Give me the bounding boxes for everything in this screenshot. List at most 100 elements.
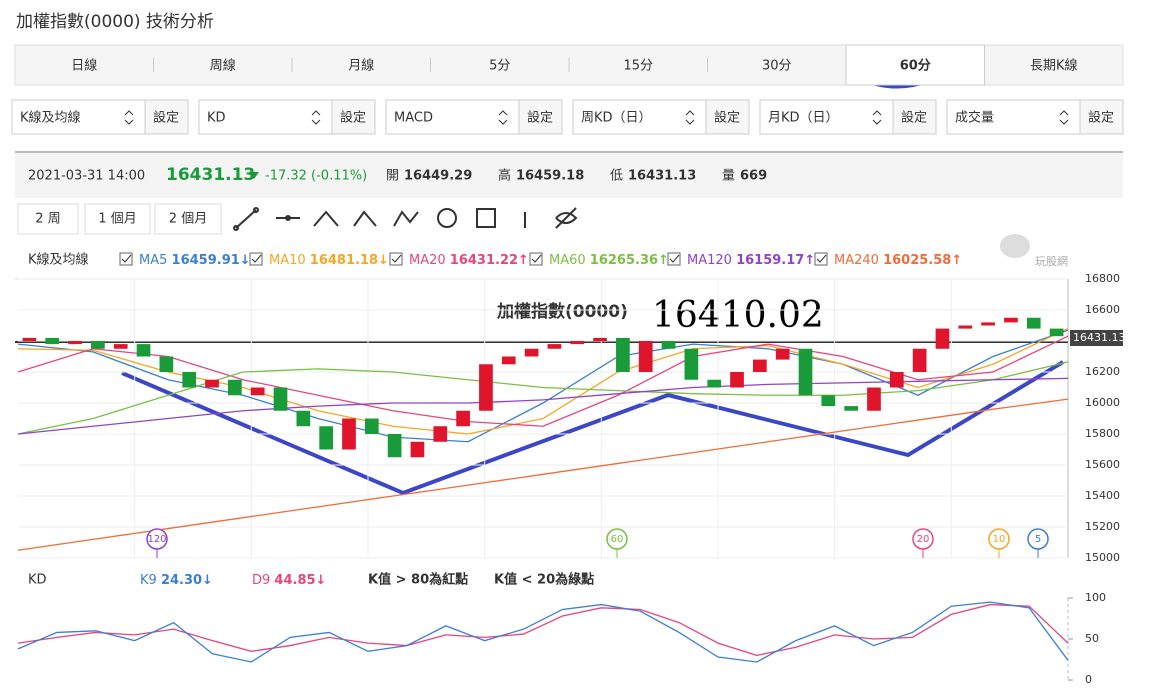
legend-item: MA240 16025.58↑ [834,253,962,268]
candle [1026,317,1041,329]
select-arrow [872,110,882,125]
marker [912,528,934,550]
candle [205,379,219,388]
select[interactable] [759,99,894,135]
button-label: 設定 [153,110,179,126]
tab[interactable]: 長期K線 [1030,58,1078,74]
check [816,254,827,263]
kd-rule: K值 > 80為紅點 [368,572,468,588]
check [391,254,402,263]
legend-name: MA60 [549,253,586,268]
checkbox[interactable] [529,252,543,266]
kd-rule: K值 < 20為綠點 [494,572,594,588]
candle [958,325,973,329]
candle [273,387,288,411]
tab[interactable]: 日線 [71,58,97,74]
annotation-name: 加權指數(0000) [496,301,628,322]
candle [684,348,699,380]
y-tick-label: 15600 [1085,458,1120,471]
select[interactable] [11,99,146,135]
candle [798,348,813,396]
tab[interactable]: 30分 [762,59,792,74]
legend-value: 16025.58↑ [883,253,962,268]
hand-drawn-line [121,360,1065,496]
info-value: 16449.29 [404,169,472,184]
check [531,254,542,263]
candle [91,341,105,349]
info-label: 開 [386,169,399,184]
y-tick-label: 15400 [1085,489,1120,502]
checkbox[interactable] [667,252,681,266]
info-change: -17.32 (-0.11%) [265,169,367,184]
button[interactable] [892,99,937,135]
candle [912,348,927,372]
info-label: 高 [498,168,511,184]
legend-value: 16159.17↑ [736,253,815,268]
legend-item: MA20 16431.22↑ [409,253,529,268]
marker-label: 20 [917,534,930,545]
tab-active[interactable] [845,44,985,86]
range-label: 1 個月 [98,212,136,227]
candle [68,341,82,345]
legend-title: K線及均線 [28,252,89,268]
select[interactable] [385,99,520,135]
annotation-value: 16410.02 [652,295,824,336]
range-button[interactable] [17,203,79,235]
info-value: 16459.18 [516,169,584,184]
candle [1049,328,1064,337]
legend-value: 16431.22↑ [450,253,529,268]
ma-line [17,398,1069,551]
candle [570,341,585,345]
candle [775,348,790,360]
tab[interactable]: 60分 [900,58,931,74]
button-label: 設定 [340,110,366,126]
button-label: 設定 [1088,110,1114,126]
select-arrow [685,110,695,125]
legend-item: MA10 16481.18↓ [269,253,389,268]
y-tick-label: 15000 [1085,551,1120,564]
tab[interactable]: 5分 [489,59,510,74]
candle [182,372,197,388]
down-arrow [249,172,259,179]
candle [228,379,242,396]
drawing-tools[interactable] [233,207,578,231]
checkbox[interactable] [814,252,828,266]
tab[interactable]: 月線 [348,58,374,74]
candle [501,356,516,365]
button[interactable] [144,99,189,135]
kd-line [17,603,1069,657]
legend-value: 16481.18↓ [310,253,389,268]
range-button[interactable] [84,203,151,235]
select-value: K線及均線 [20,110,81,126]
info-label: 量 [722,169,735,184]
button[interactable] [1079,99,1124,135]
button[interactable] [518,99,563,135]
tab[interactable]: 周線 [210,58,236,74]
candle [342,418,356,450]
legend-name: MA20 [409,253,446,268]
checkbox[interactable] [119,252,133,266]
marker-label: 10 [993,534,1006,545]
y-tick-label: 16600 [1085,303,1120,316]
tab[interactable]: 15分 [623,59,653,74]
candle [753,359,767,372]
legend-name: MA5 [139,253,167,268]
range-button[interactable] [154,203,222,235]
checkbox[interactable] [249,252,263,266]
select-value: 周KD（日） [581,111,652,126]
checkbox[interactable] [389,252,403,266]
info-value: 669 [740,169,767,184]
button[interactable] [331,99,376,135]
info-bar [15,152,1123,198]
select[interactable] [946,99,1081,135]
y-tick-label: 0 [1085,673,1092,686]
button[interactable] [705,99,750,135]
legend-item: MA5 16459.91↓ [139,253,251,268]
candle [1004,317,1018,323]
legend-value: 16459.91↓ [172,253,251,268]
range-label: 2 周 [35,212,60,227]
button-label: 設定 [714,110,740,126]
select[interactable] [572,99,707,135]
y-tick-label: 100 [1085,591,1106,604]
